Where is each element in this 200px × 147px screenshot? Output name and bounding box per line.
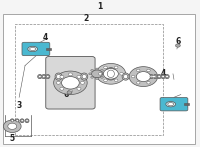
Circle shape [147,82,150,84]
Ellipse shape [166,102,176,107]
Text: 4: 4 [160,69,166,78]
Circle shape [104,79,107,82]
Ellipse shape [39,75,41,78]
Ellipse shape [150,75,153,78]
Ellipse shape [26,120,28,122]
Circle shape [60,87,64,90]
Text: 6: 6 [175,37,181,46]
Ellipse shape [82,74,86,79]
Ellipse shape [20,119,24,123]
Ellipse shape [16,120,18,122]
Ellipse shape [122,73,129,80]
Circle shape [77,75,81,78]
Circle shape [152,75,155,78]
Ellipse shape [105,68,117,80]
Circle shape [104,66,107,69]
Text: 3: 3 [182,102,187,111]
Circle shape [92,70,103,78]
Circle shape [98,73,102,75]
Circle shape [96,78,98,80]
Circle shape [77,87,81,90]
Bar [184,103,189,105]
Ellipse shape [165,75,169,79]
Ellipse shape [168,103,174,106]
Circle shape [3,120,21,132]
Circle shape [96,68,98,70]
FancyBboxPatch shape [160,97,188,111]
Circle shape [68,73,72,76]
Circle shape [136,72,150,82]
Ellipse shape [55,73,62,80]
Ellipse shape [46,75,50,79]
Circle shape [114,79,118,82]
Circle shape [80,81,84,84]
Ellipse shape [137,74,142,79]
Ellipse shape [30,47,36,51]
Ellipse shape [15,119,19,123]
Circle shape [96,64,126,84]
Text: 1: 1 [97,2,103,11]
Ellipse shape [149,75,153,79]
Text: 6: 6 [64,90,69,99]
Bar [15,24,163,135]
Ellipse shape [38,75,42,79]
Ellipse shape [157,75,161,79]
Circle shape [103,69,118,79]
Circle shape [131,75,135,78]
Ellipse shape [42,75,45,78]
Circle shape [176,44,180,47]
Circle shape [147,69,150,72]
Ellipse shape [162,75,164,78]
Circle shape [101,76,103,78]
Ellipse shape [161,75,165,79]
Circle shape [67,91,72,94]
Text: 5: 5 [10,133,15,143]
Circle shape [101,69,103,71]
Circle shape [54,71,87,95]
Circle shape [91,69,94,71]
Circle shape [114,66,118,69]
Text: 3: 3 [17,101,22,110]
Ellipse shape [11,120,13,122]
Circle shape [120,73,123,75]
Ellipse shape [10,119,14,123]
Circle shape [137,82,140,84]
Ellipse shape [46,75,49,78]
Ellipse shape [124,74,128,79]
Text: 2: 2 [84,14,89,23]
Ellipse shape [28,46,38,52]
Circle shape [91,76,94,78]
Circle shape [129,67,158,87]
Circle shape [56,81,60,84]
Ellipse shape [21,120,23,122]
FancyBboxPatch shape [22,42,50,56]
FancyBboxPatch shape [46,57,95,109]
Ellipse shape [158,75,160,78]
Circle shape [68,90,72,93]
Ellipse shape [154,75,157,78]
Ellipse shape [25,119,29,123]
Bar [46,48,51,50]
Ellipse shape [42,75,46,79]
Circle shape [89,73,92,75]
Ellipse shape [81,73,88,80]
Text: 4: 4 [43,33,48,42]
Ellipse shape [153,75,157,79]
Ellipse shape [56,74,61,79]
Circle shape [62,77,79,89]
Circle shape [8,123,17,129]
Ellipse shape [136,73,143,80]
Circle shape [103,73,105,75]
Circle shape [60,75,64,78]
Ellipse shape [166,75,168,78]
Circle shape [137,69,140,72]
Ellipse shape [107,70,114,78]
